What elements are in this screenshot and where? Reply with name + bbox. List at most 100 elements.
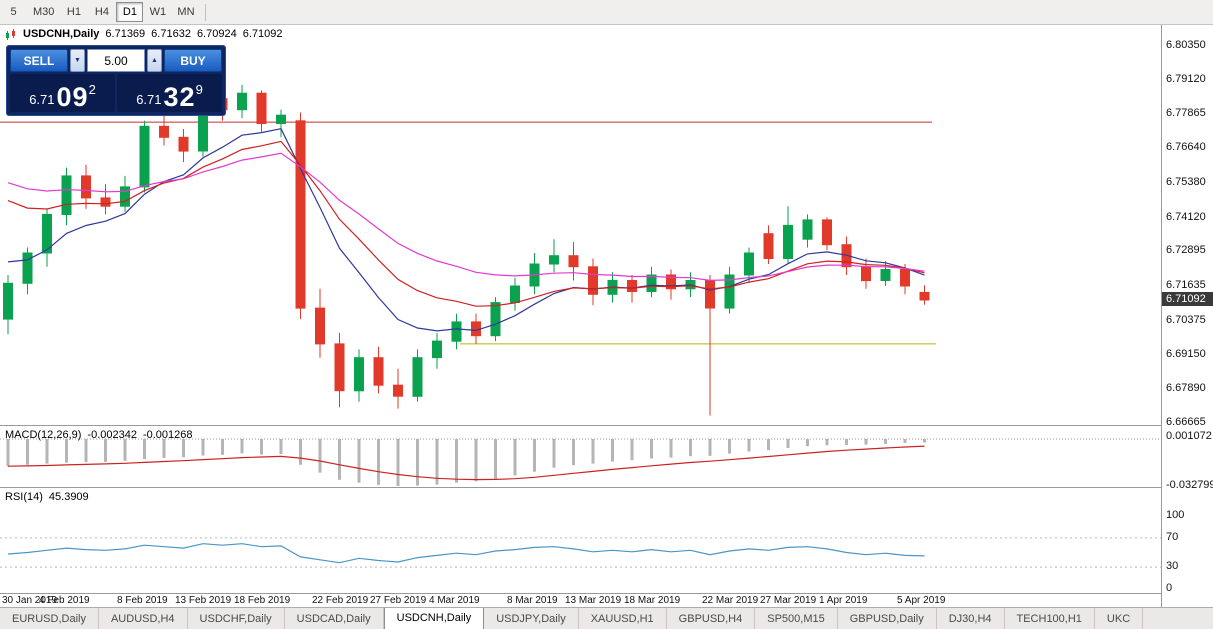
sell-price-pip: 2 bbox=[88, 82, 96, 97]
chart-icon bbox=[5, 28, 17, 40]
candlestick-chart bbox=[0, 84, 936, 416]
volume-decrease-button[interactable]: ▼ bbox=[70, 49, 85, 72]
rsi-scale-label: 30 bbox=[1166, 560, 1179, 572]
date-label: 4 Feb 2019 bbox=[39, 595, 90, 606]
macd-main-value: -0.002342 bbox=[87, 429, 137, 441]
chart-title: USDCNH,Daily 6.71369 6.71632 6.70924 6.7… bbox=[5, 28, 282, 40]
timeframe-button-5[interactable]: 5 bbox=[10, 6, 17, 18]
macd-signal-line bbox=[7, 445, 925, 481]
sell-button[interactable]: SELL bbox=[10, 49, 68, 72]
price-scale-label: 6.66665 bbox=[1166, 416, 1206, 428]
date-label: 18 Feb 2019 bbox=[234, 595, 291, 606]
rsi-scale-label: 0 bbox=[1166, 582, 1173, 594]
ohlc-low: 6.70924 bbox=[196, 28, 237, 40]
timeframe-button-mn[interactable]: MN bbox=[177, 6, 195, 18]
chart-tab-gbpusd-h4[interactable]: GBPUSD,H4 bbox=[667, 608, 756, 629]
date-label: 13 Mar 2019 bbox=[565, 595, 622, 606]
chart-tab-dj30-h4[interactable]: DJ30,H4 bbox=[937, 608, 1005, 629]
date-label: 4 Mar 2019 bbox=[429, 595, 480, 606]
chart-tab-usdcad-daily[interactable]: USDCAD,Daily bbox=[285, 608, 384, 629]
mid-ma-line bbox=[7, 140, 925, 307]
volume-increase-button[interactable]: ▲ bbox=[147, 49, 162, 72]
buy-price-big: 32 bbox=[163, 82, 196, 113]
rsi-scale-label: 100 bbox=[1166, 509, 1185, 521]
timeframe-button-d1[interactable]: D1 bbox=[116, 2, 144, 22]
buy-price-pip: 9 bbox=[195, 82, 203, 97]
price-scale-label: 6.67890 bbox=[1166, 382, 1206, 394]
price-scale-label: 6.70375 bbox=[1166, 314, 1206, 326]
chart-tabs-bar: EURUSD,Daily AUDUSD,H4 USDCHF,Daily USDCAD,… bbox=[0, 607, 1213, 629]
macd-chart bbox=[0, 438, 1161, 486]
sell-price-big: 09 bbox=[56, 82, 89, 113]
price-scale-label: 6.74120 bbox=[1166, 211, 1206, 223]
chart-tab-eurusd-daily[interactable]: EURUSD,Daily bbox=[0, 608, 99, 629]
rsi-scale-label: 70 bbox=[1166, 531, 1179, 543]
date-label: 27 Mar 2019 bbox=[760, 595, 817, 606]
timeframe-button-h4[interactable]: H4 bbox=[94, 6, 109, 18]
price-scale-label: 6.71635 bbox=[1166, 279, 1206, 291]
macd-signal-value: -0.001268 bbox=[142, 429, 193, 441]
timeframe-toolbar: 5 M30 H1 H4 D1 W1 MN bbox=[0, 0, 1213, 25]
macd-indicator-pane[interactable]: MACD(12,26,9) -0.002342 -0.001268 bbox=[0, 425, 1161, 487]
macd-histogram bbox=[6, 439, 926, 486]
buy-price-small: 6.71 bbox=[136, 92, 162, 107]
date-label: 22 Mar 2019 bbox=[702, 595, 759, 606]
rsi-chart bbox=[0, 537, 1161, 568]
fast-ma-line bbox=[7, 128, 925, 332]
toolbar-separator bbox=[204, 3, 206, 21]
chart-tab-usdcnh-daily[interactable]: USDCNH,Daily bbox=[383, 608, 485, 629]
date-label: 22 Feb 2019 bbox=[312, 595, 369, 606]
price-scale[interactable]: 6.80350 6.79120 6.77865 6.76640 6.75380 6.741… bbox=[1161, 25, 1213, 607]
slow-ma-line bbox=[7, 152, 925, 282]
time-axis[interactable]: 30 Jan 2019 4 Feb 2019 8 Feb 2019 13 Feb 20… bbox=[0, 593, 1161, 607]
chart-tab-ukc[interactable]: UKC bbox=[1095, 608, 1144, 629]
ohlc-open: 6.71369 bbox=[105, 28, 146, 40]
date-label: 13 Feb 2019 bbox=[175, 595, 232, 606]
chevron-up-icon: ▲ bbox=[151, 57, 158, 64]
main-chart-pane[interactable]: USDCNH,Daily 6.71369 6.71632 6.70924 6.7… bbox=[0, 25, 1161, 425]
date-label: 8 Mar 2019 bbox=[507, 595, 558, 606]
chart-tab-usdchf-daily[interactable]: USDCHF,Daily bbox=[188, 608, 285, 629]
chart-tab-tech100-h1[interactable]: TECH100,H1 bbox=[1005, 608, 1095, 629]
price-scale-label: 6.80350 bbox=[1166, 39, 1206, 51]
macd-scale-label: 0.001072 bbox=[1166, 430, 1212, 442]
rsi-value: 45.3909 bbox=[48, 491, 89, 503]
chart-tab-audusd-h4[interactable]: AUDUSD,H4 bbox=[99, 608, 188, 629]
date-label: 1 Apr 2019 bbox=[819, 595, 868, 606]
price-scale-label: 6.79120 bbox=[1166, 73, 1206, 85]
chevron-down-icon: ▼ bbox=[74, 57, 81, 64]
buy-button[interactable]: BUY bbox=[164, 49, 222, 72]
chart-tab-usdjpy-daily[interactable]: USDJPY,Daily bbox=[484, 608, 579, 629]
volume-input[interactable] bbox=[87, 49, 145, 72]
macd-name: MACD(12,26,9) bbox=[5, 429, 82, 441]
ohlc-close: 6.71092 bbox=[242, 28, 283, 40]
buy-price-display[interactable]: 6.71 32 9 bbox=[117, 74, 222, 112]
timeframe-button-w1[interactable]: W1 bbox=[149, 6, 167, 18]
price-scale-label: 6.76640 bbox=[1166, 141, 1206, 153]
date-label: 8 Feb 2019 bbox=[117, 595, 168, 606]
price-scale-label: 6.69150 bbox=[1166, 348, 1206, 360]
rsi-line bbox=[7, 543, 925, 564]
macd-label: MACD(12,26,9) -0.002342 -0.001268 bbox=[5, 429, 193, 441]
rsi-indicator-pane[interactable]: RSI(14) 45.3909 bbox=[0, 487, 1161, 593]
current-price-tag: 6.71092 bbox=[1162, 292, 1213, 306]
chart-tab-xauusd-h1[interactable]: XAUUSD,H1 bbox=[579, 608, 667, 629]
rsi-label: RSI(14) 45.3909 bbox=[5, 491, 89, 503]
rsi-name: RSI(14) bbox=[5, 491, 43, 503]
chart-tab-sp500-m15[interactable]: SP500,M15 bbox=[755, 608, 838, 629]
one-click-trade-panel: SELL ▼ ▲ BUY 6.71 09 2 6.71 32 9 bbox=[6, 45, 226, 116]
chart-tab-gbpusd-daily[interactable]: GBPUSD,Daily bbox=[838, 608, 937, 629]
timeframe-button-m30[interactable]: M30 bbox=[33, 6, 55, 18]
date-label: 30 Jan 2019 bbox=[2, 595, 58, 606]
date-label: 5 Apr 2019 bbox=[897, 595, 946, 606]
macd-scale-label: -0.032799 bbox=[1166, 479, 1213, 491]
candles-group bbox=[3, 84, 930, 416]
price-scale-label: 6.77865 bbox=[1166, 107, 1206, 119]
price-scale-label: 6.75380 bbox=[1166, 176, 1206, 188]
date-label: 18 Mar 2019 bbox=[624, 595, 681, 606]
sell-price-display[interactable]: 6.71 09 2 bbox=[10, 74, 115, 112]
ohlc-high: 6.71632 bbox=[151, 28, 191, 40]
timeframe-button-h1[interactable]: H1 bbox=[66, 6, 81, 18]
date-label: 27 Feb 2019 bbox=[370, 595, 427, 606]
